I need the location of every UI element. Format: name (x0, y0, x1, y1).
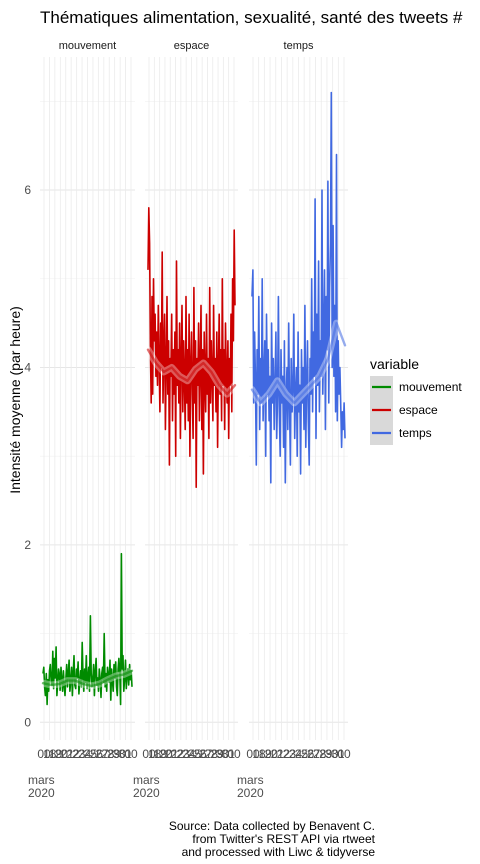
facet-strip-label: temps (284, 40, 314, 52)
x-tick-label: 00 (227, 747, 241, 761)
x-tick-label: 27 (95, 747, 109, 761)
x-tick-label: 28 (313, 747, 327, 761)
caption: Source: Data collected by Benavent C.fro… (169, 819, 376, 859)
series-line-mouvement (42, 552, 133, 706)
x-tick-label: 21 (271, 747, 285, 761)
x-tick-month-label: mars (28, 773, 55, 787)
x-tick-month-label: 2020 (133, 786, 160, 800)
x-tick-label: 20 (265, 747, 279, 761)
x-tick-label: 31 (119, 747, 133, 761)
caption-line: Source: Data collected by Benavent C. (169, 819, 375, 833)
x-tick-label: 27 (199, 747, 213, 761)
x-tick-label: 19 (49, 747, 63, 761)
smooth-line-espace (146, 348, 237, 396)
x-tick-label: 23 (283, 747, 297, 761)
x-tick-label: 31 (331, 747, 345, 761)
x-tick-month-label: mars (237, 773, 264, 787)
caption-line: and processed with Liwc & tidyverse (182, 845, 376, 859)
x-tick-label: 21 (61, 747, 75, 761)
caption-line: from Twitter's REST API via rtweet (192, 832, 375, 846)
x-tick-label: 00 (142, 747, 156, 761)
x-tick-label: 28 (101, 747, 115, 761)
x-tick-month-label: mars (133, 773, 160, 787)
y-tick-label: 2 (24, 538, 31, 552)
x-tick-label: 18 (148, 747, 162, 761)
smooth-line-temps (250, 321, 347, 405)
x-tick-label: 25 (188, 747, 202, 761)
legend-label-espace: espace (399, 403, 438, 417)
x-tick-month-label: 2020 (28, 786, 55, 800)
x-tick-label: 20 (55, 747, 69, 761)
x-tick-label: 00 (337, 747, 351, 761)
x-axis-ticks: 00181920212223242526272829303100mars2020… (28, 747, 351, 800)
x-tick-label: 24 (78, 747, 92, 761)
x-tick-label: 00 (124, 747, 138, 761)
facet-espace: espace (144, 40, 239, 740)
x-tick-label: 28 (205, 747, 219, 761)
y-tick-label: 4 (24, 360, 31, 374)
facet-strip-label: mouvement (59, 40, 116, 52)
x-tick-label: 19 (154, 747, 168, 761)
facet-mouvement: mouvement (39, 40, 136, 740)
legend-label-temps: temps (399, 426, 432, 440)
x-tick-label: 00 (246, 747, 260, 761)
x-tick-label: 20 (159, 747, 173, 761)
y-axis-ticks: 0 2 4 6 (24, 183, 31, 729)
x-tick-label: 18 (252, 747, 266, 761)
x-tick-label: 29 (210, 747, 224, 761)
series-line-espace (147, 207, 236, 488)
x-tick-label: 29 (107, 747, 121, 761)
facet-temps: temps (248, 40, 349, 740)
x-tick-label: 27 (307, 747, 321, 761)
facet-panels: mouvement espace temps (39, 40, 349, 740)
x-tick-label: 24 (289, 747, 303, 761)
x-tick-label: 00 (37, 747, 51, 761)
y-tick-label: 6 (24, 183, 31, 197)
x-tick-label: 25 (84, 747, 98, 761)
x-tick-label: 30 (216, 747, 230, 761)
x-tick-label: 19 (258, 747, 272, 761)
x-tick-label: 30 (113, 747, 127, 761)
x-tick-label: 22 (277, 747, 291, 761)
x-tick-label: 22 (171, 747, 185, 761)
facet-strip-label: espace (174, 40, 209, 52)
x-tick-label: 18 (43, 747, 57, 761)
x-tick-label: 26 (301, 747, 315, 761)
legend-title: variable (370, 356, 419, 372)
x-tick-label: 22 (66, 747, 80, 761)
x-tick-label: 26 (193, 747, 207, 761)
legend: variable mouvement espace temps (370, 356, 462, 445)
x-tick-month-label: 2020 (237, 786, 264, 800)
smooth-line-mouvement (41, 669, 134, 688)
x-tick-label: 24 (182, 747, 196, 761)
x-tick-label: 25 (295, 747, 309, 761)
x-tick-label: 31 (222, 747, 236, 761)
x-tick-label: 29 (319, 747, 333, 761)
x-tick-label: 23 (176, 747, 190, 761)
chart-title: Thématiques alimentation, sexualité, san… (40, 8, 463, 27)
series-line-temps (251, 91, 346, 484)
legend-label-mouvement: mouvement (399, 380, 462, 394)
x-tick-label: 23 (72, 747, 86, 761)
x-tick-label: 21 (165, 747, 179, 761)
x-tick-label: 30 (325, 747, 339, 761)
y-axis-label: Intensité moyenne (par heure) (7, 306, 23, 494)
x-tick-label: 26 (90, 747, 104, 761)
y-tick-label: 0 (24, 715, 31, 729)
